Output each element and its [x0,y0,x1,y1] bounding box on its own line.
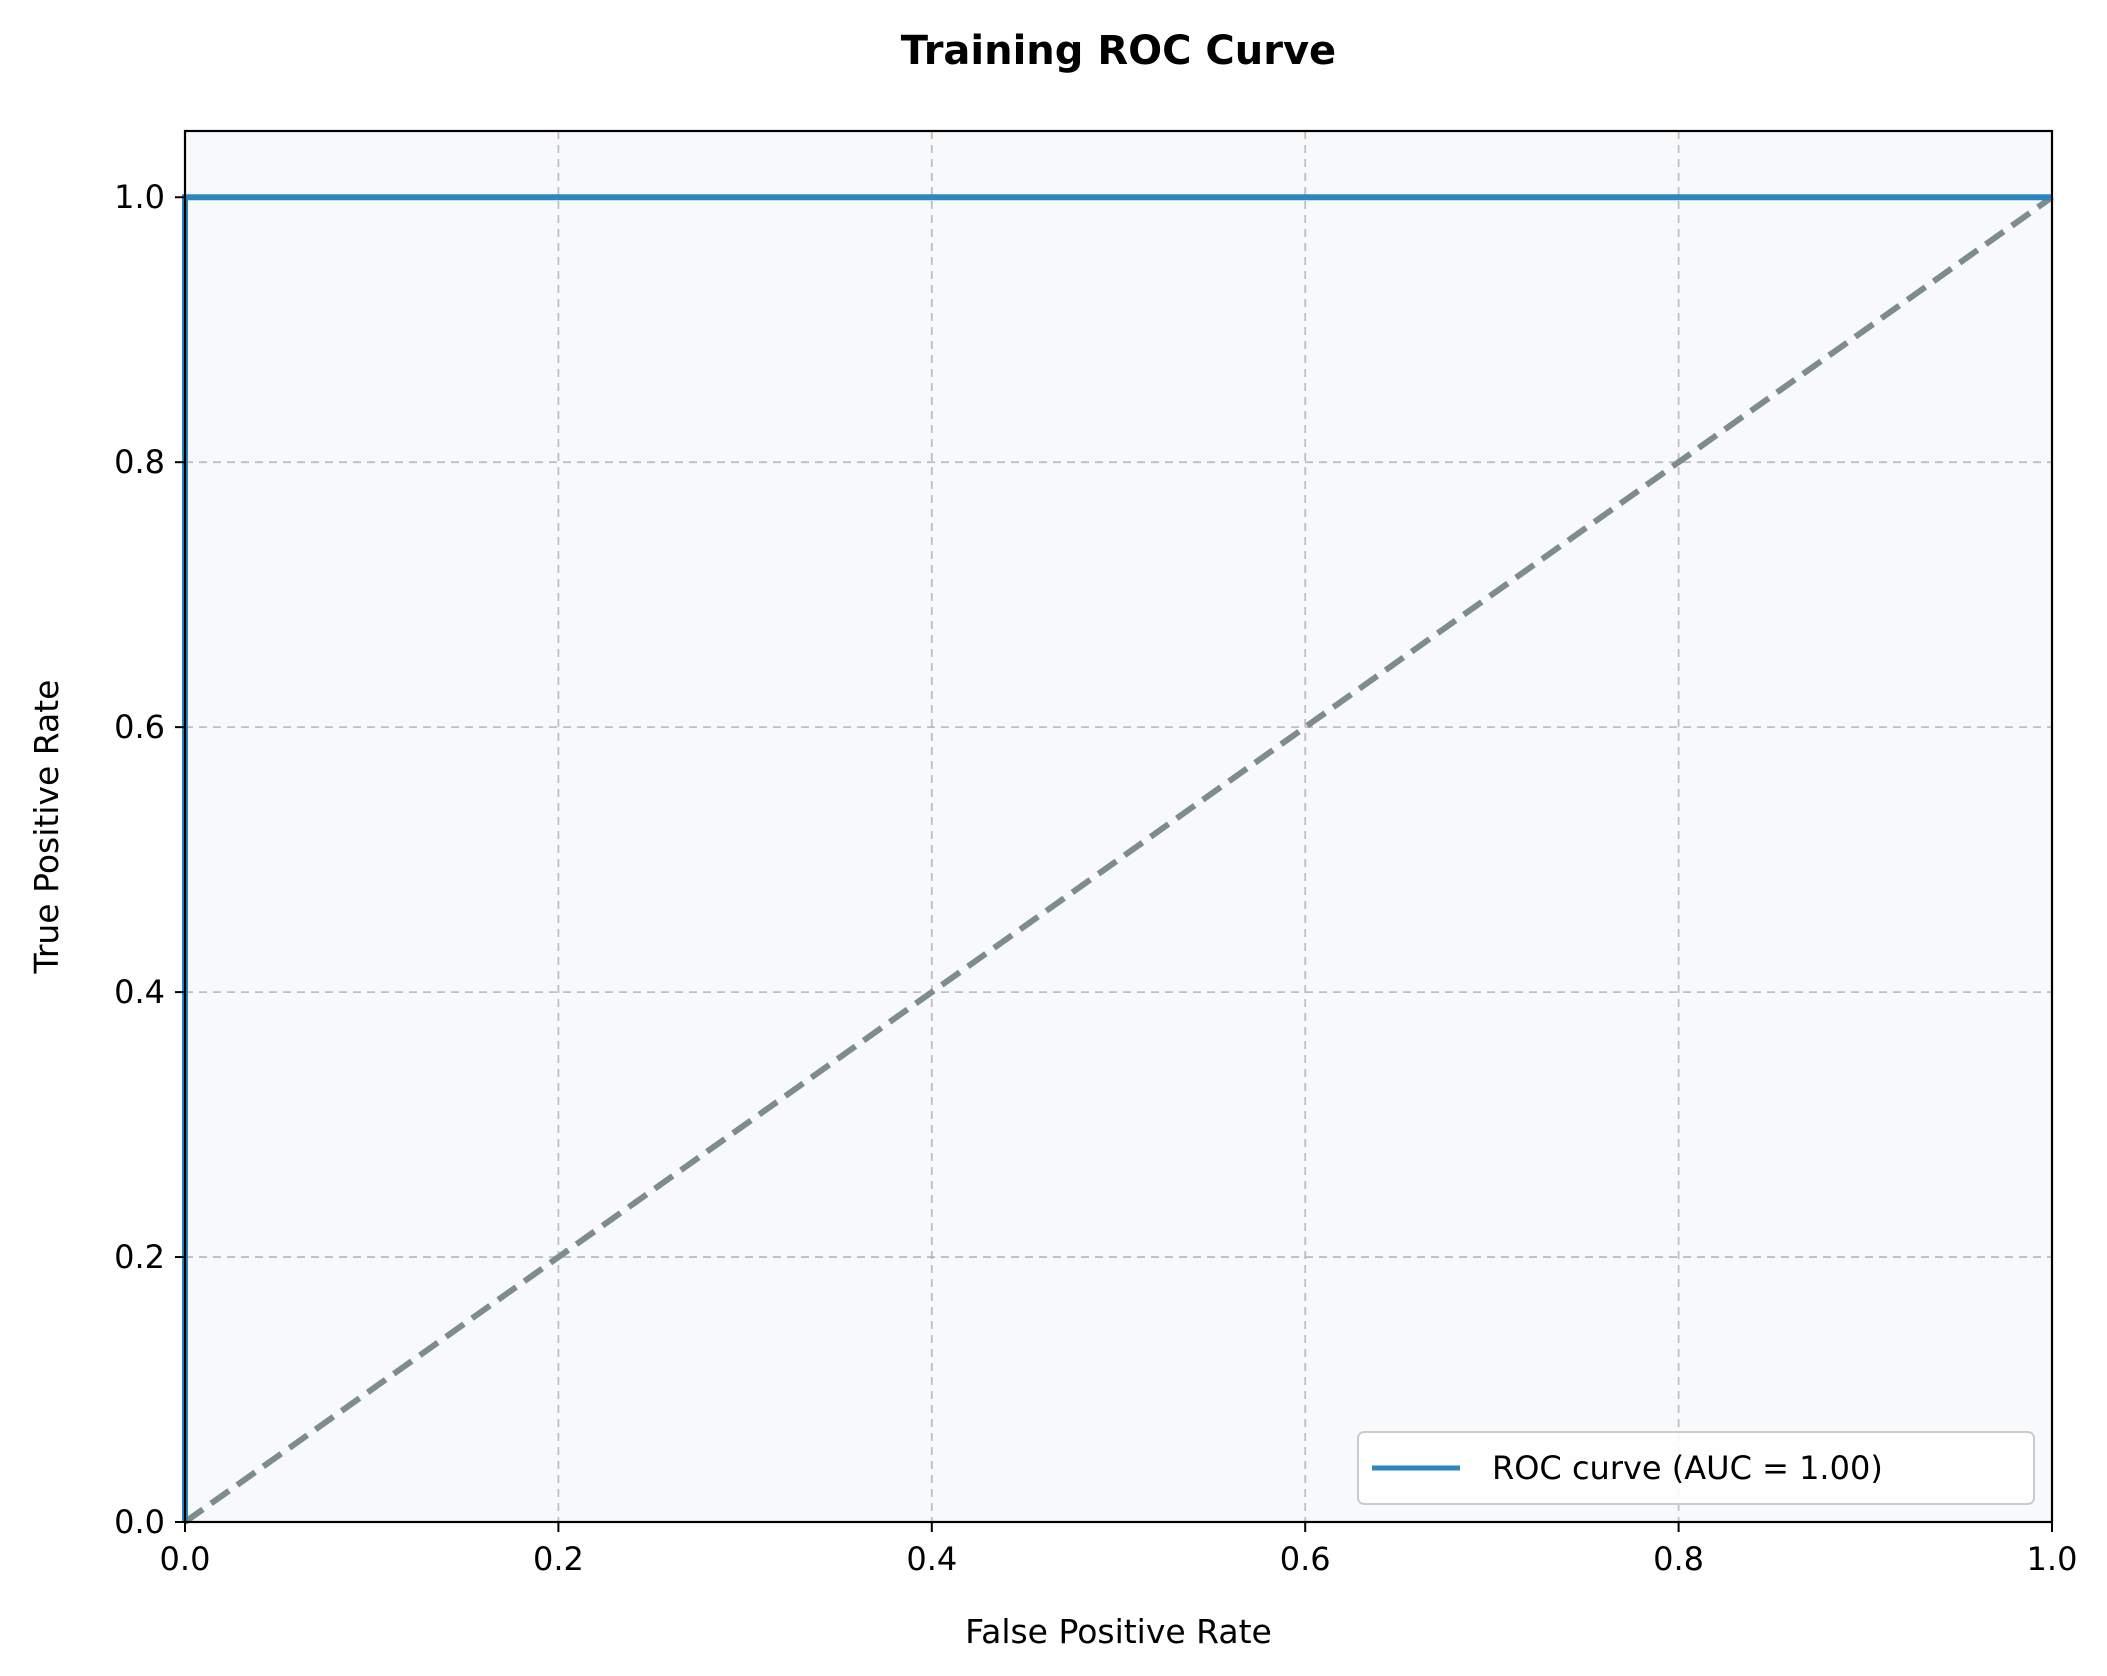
x-axis-label: False Positive Rate [965,1612,1272,1651]
random-baseline-line [183,194,2054,1525]
y-tick-label: 1.0 [114,178,165,216]
axis-ticks: 0.0 0.2 0.4 0.6 0.8 1.0 0.0 0.2 0.4 0.6 0.8 1.0 [114,178,2077,1578]
x-tick-label: 1.0 [2027,1540,2078,1578]
legend: ROC curve (AUC = 1.00) [1357,1431,2035,1505]
plot-area-frame [183,129,2054,1524]
x-tick-label: 0.4 [906,1540,957,1578]
y-tick-label: 0.2 [114,1238,165,1276]
x-tick-label: 0.6 [1280,1540,1331,1578]
legend-label-roc-curve: ROC curve (AUC = 1.00) [1492,1449,1883,1487]
chart-title: Training ROC Curve [901,28,1336,74]
y-tick-label: 0.4 [114,973,165,1011]
x-tick-label: 0.0 [160,1540,211,1578]
y-tick-label: 0.6 [114,708,165,746]
x-tick-label: 0.2 [533,1540,584,1578]
plot-area-background [185,131,2052,1522]
y-tick-label: 0.8 [114,443,165,481]
legend-box [1357,1431,2035,1505]
y-axis-label: True Positive Rate [27,680,66,975]
y-tick-label: 0.0 [114,1503,165,1541]
x-tick-label: 0.8 [1653,1540,1704,1578]
